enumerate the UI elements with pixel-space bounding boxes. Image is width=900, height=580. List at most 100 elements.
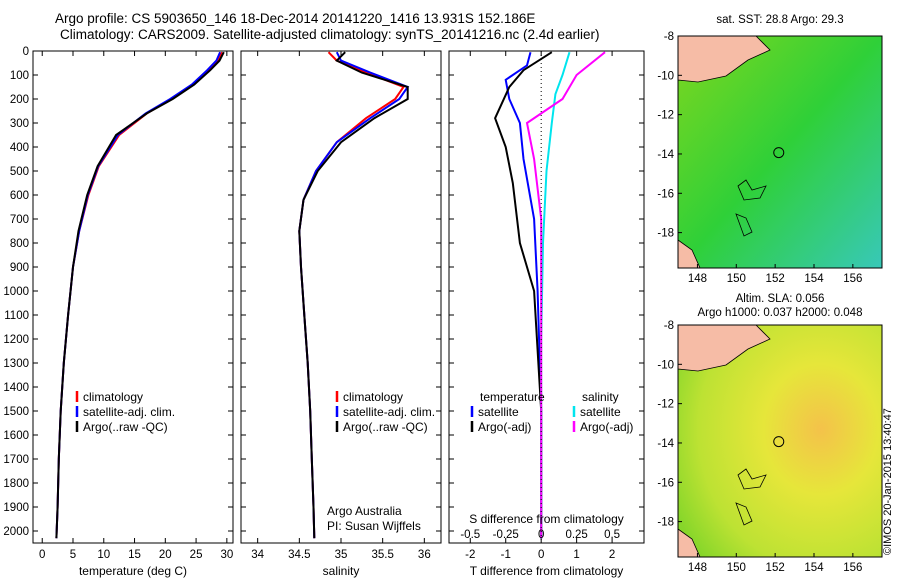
plot-frame [32,50,234,544]
legend-label: Argo(-adj) [478,420,531,434]
annotation: PI: Susan Wijffels [327,519,421,533]
legend-label: temperature [480,390,545,404]
y-tick-label: 0 [23,46,29,58]
legend-label: satellite [580,405,621,419]
y-tick-label: 200 [10,94,29,106]
x-tick-label: -1 [501,549,511,561]
land-polygon [677,324,771,372]
map-frame [677,324,883,558]
series-line-climatology [55,51,223,539]
legend-label: satellite-adj. clim. [343,405,435,419]
y-tick-label: 1500 [3,406,29,418]
lat-tick-label: -18 [657,228,674,240]
reef-outline [735,502,753,526]
y-tick-label: 400 [10,142,29,154]
x-tick-label: 0 [39,549,45,561]
y-tick-label: 1400 [3,382,29,394]
lon-tick-label: 156 [843,562,862,574]
lat-tick-label: -8 [664,31,674,43]
series-line-argo [55,51,225,539]
plot-frame [448,50,645,544]
series-line-climatology [298,51,406,539]
legend-label: satellite-adj. clim. [83,405,175,419]
series-line-temperature-satellite [504,51,543,539]
lon-tick-label: 148 [688,273,707,285]
lat-tick-label: -14 [657,149,674,161]
series-line-temperature-argo-adj- [494,51,553,539]
legend-label: Argo(..raw -QC) [83,420,168,434]
s-tick-label: 0.25 [565,529,587,541]
y-tick-label: 100 [10,70,29,82]
x-tick-label: 25 [190,549,203,561]
x-tick-label: 2 [609,549,615,561]
float-position-marker [773,436,785,448]
y-tick-label: 500 [10,166,29,178]
series-line-satellite-adj-clim- [55,51,222,539]
x-tick-label: 34.5 [288,549,310,561]
y-tick-label: 1800 [3,478,29,490]
map-title: sat. SST: 28.8 Argo: 29.3 [716,14,843,26]
annotation: Argo Australia [327,504,402,518]
lon-tick-label: 152 [766,273,785,285]
x-tick-label: 34 [251,549,264,561]
panel-differences: -2 -1 0 1 2 T difference from climatology temp… [448,50,645,578]
sst-map: -8 -10 -12 -14 -16 -18 148 150 152 154 156 sat. SST… [657,14,883,285]
x-tick-label: 0 [538,549,544,561]
map-frame [677,35,883,269]
lat-tick-label: -14 [657,438,674,450]
x-tick-label: 10 [97,549,110,561]
x-axis-label: salinity [323,564,360,578]
panel-salinity: 34 34.5 35 35.5 36 salinity climatologysatelli… [240,50,442,578]
y-tick-label: 800 [10,238,29,250]
legend-label: salinity [582,390,619,404]
land-polygon [677,35,771,83]
y-tick-label: 700 [10,214,29,226]
y-tick-label: 600 [10,190,29,202]
x-tick-label: 36 [418,549,431,561]
sla-map: -8 -10 -12 -14 -16 -18 148 150 152 154 156 Altim. S… [657,293,883,574]
series-line-satellite-adj-clim- [298,51,410,539]
lat-tick-label: -12 [657,110,674,122]
profile-title: Argo profile: CS 5903650_146 18-Dec-2014… [55,11,536,26]
lon-tick-label: 154 [804,562,824,574]
lat-tick-label: -10 [657,359,674,371]
legend-label: Argo(-adj) [580,420,633,434]
s-tick-label: 0 [538,529,544,541]
lon-tick-label: 150 [727,562,746,574]
lon-tick-label: 148 [688,562,707,574]
float-position-marker [773,147,785,159]
y-tick-label: 900 [10,262,29,274]
lat-tick-label: -12 [657,399,674,411]
lat-tick-label: -8 [664,320,674,332]
x-tick-label: 35 [335,549,348,561]
x-tick-label: 5 [70,549,76,561]
y-tick-label: 1300 [3,358,29,370]
map-title: Altim. SLA: 0.056 [736,293,825,305]
x-tick-label: 35.5 [371,549,393,561]
legend-label: climatology [343,390,403,404]
y-tick-label: 1100 [4,310,29,322]
reef-outline [737,179,767,201]
lat-tick-label: -16 [657,477,674,489]
y-tick-label: 1200 [3,334,29,346]
y-tick-label: 1000 [3,286,29,298]
lon-tick-label: 156 [843,273,862,285]
reef-outline [735,213,753,237]
map-title: Argo h1000: 0.037 h2000: 0.048 [698,307,863,319]
lat-tick-label: -10 [657,70,674,82]
s-tick-label: -0.5 [460,529,480,541]
x-tick-label: -2 [465,549,475,561]
x-tick-label: 30 [220,549,233,561]
lat-tick-label: -18 [657,517,674,529]
x-tick-label: 1 [573,549,579,561]
climatology-title: Climatology: CARS2009. Satellite-adjuste… [60,27,600,42]
lon-tick-label: 154 [804,273,824,285]
x-axis-label: temperature (deg C) [79,564,187,578]
legend-label: climatology [83,390,143,404]
lon-tick-label: 152 [766,562,785,574]
lon-tick-label: 150 [727,273,746,285]
legend-label: Argo(..raw -QC) [343,420,428,434]
x-tick-label: 20 [159,549,172,561]
y-tick-label: 1900 [3,502,29,514]
y-tick-label: 2000 [3,526,29,538]
